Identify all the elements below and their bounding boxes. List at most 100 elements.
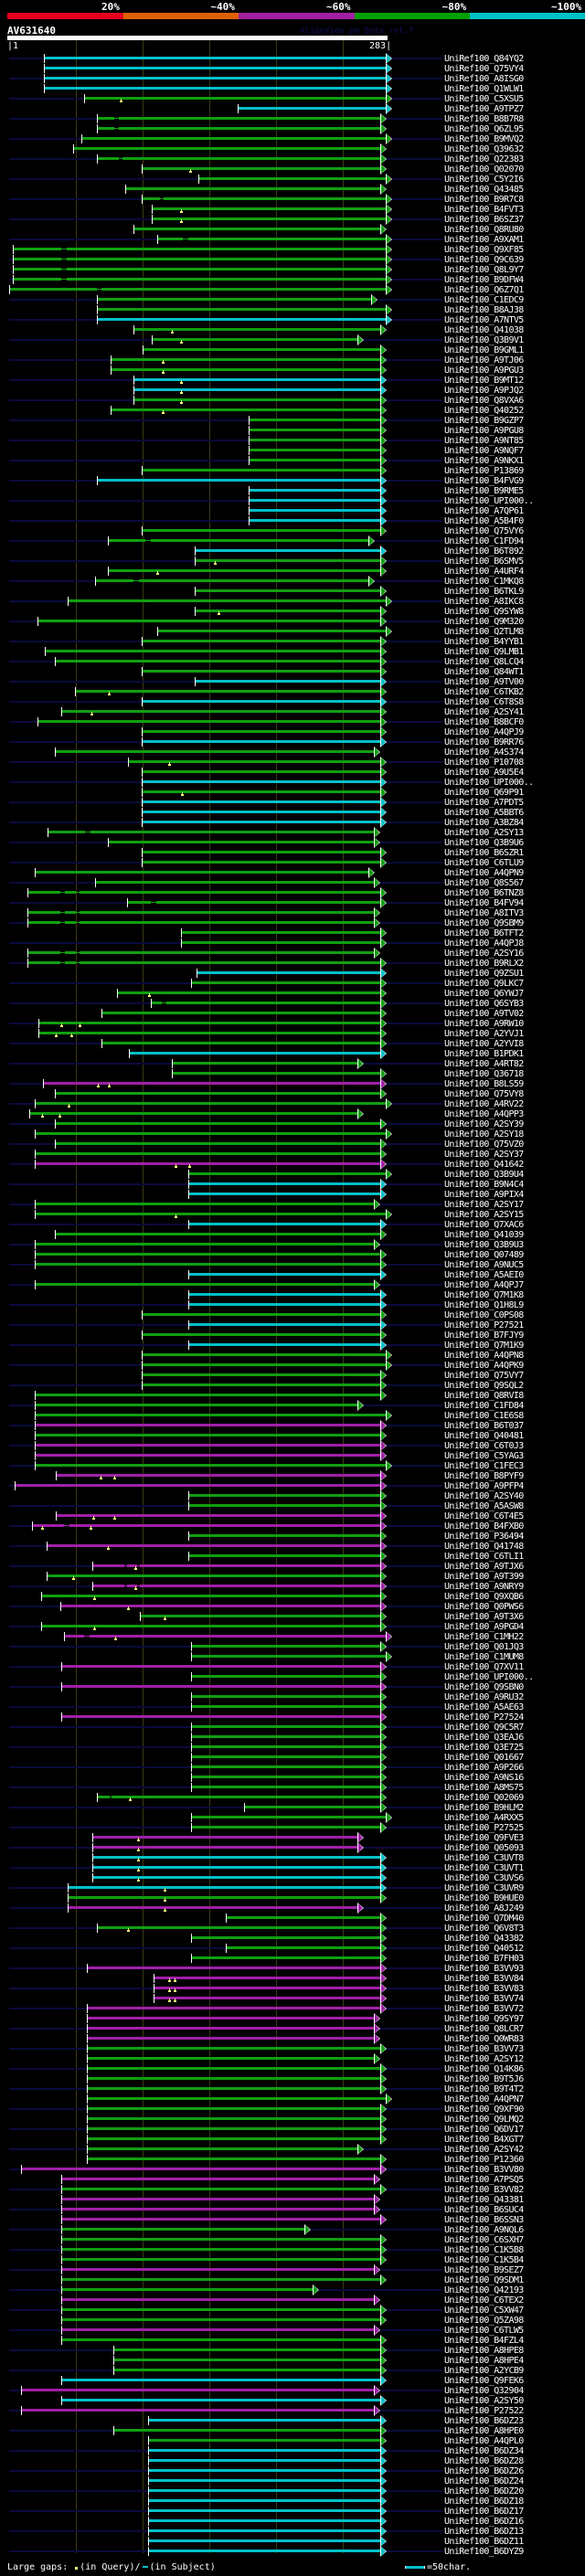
hit-row[interactable]: UniRef100_C6T0J3	[0, 1440, 585, 1451]
hit-row[interactable]: UniRef100_B1PDK1	[0, 1048, 585, 1059]
hit-row[interactable]: UniRef100_A4QPN7	[0, 2094, 585, 2104]
hit-row[interactable]: UniRef100_Q41039	[0, 1229, 585, 1240]
hit-row[interactable]: UniRef100_B6SZR1	[0, 847, 585, 858]
hit-name-link[interactable]: UniRef100_Q3EAJ6	[444, 1733, 524, 1743]
hit-name-link[interactable]: UniRef100_Q9M320	[444, 617, 524, 627]
hit-name-link[interactable]: UniRef100_B9T5J6	[444, 2074, 524, 2084]
hit-row[interactable]: UniRef100_A2SY16	[0, 948, 585, 959]
hit-name-link[interactable]: UniRef100_A9XAM1	[444, 235, 524, 245]
hit-row[interactable]: UniRef100_Q7M1K8	[0, 1289, 585, 1300]
hit-row[interactable]: UniRef100_Q6SYB3	[0, 998, 585, 1009]
hit-name-link[interactable]: UniRef100_UPI000..	[444, 496, 534, 506]
hit-name-link[interactable]: UniRef100_A2SY18	[444, 1129, 524, 1140]
hit-row[interactable]: UniRef100_A9P266	[0, 1762, 585, 1773]
hit-row[interactable]: UniRef100_B9RME5	[0, 485, 585, 496]
hit-name-link[interactable]: UniRef100_A4QPJ7	[444, 1280, 524, 1290]
hit-row[interactable]: UniRef100_C1K5B8	[0, 2244, 585, 2255]
hit-name-link[interactable]: UniRef100_B9RLX2	[444, 959, 524, 969]
hit-name-link[interactable]: UniRef100_A2SY17	[444, 1200, 524, 1210]
hit-name-link[interactable]: UniRef100_B6DZ24	[444, 2476, 524, 2486]
hit-name-link[interactable]: UniRef100_Q41748	[444, 1542, 524, 1552]
hit-row[interactable]: UniRef100_Q02070	[0, 164, 585, 175]
hit-row[interactable]: UniRef100_A2SY42	[0, 2144, 585, 2155]
hit-name-link[interactable]: UniRef100_Q8VXA6	[444, 396, 524, 406]
hit-name-link[interactable]: UniRef100_A2SY37	[444, 1150, 524, 1160]
hit-row[interactable]: UniRef100_A2SY17	[0, 1199, 585, 1210]
hit-name-link[interactable]: UniRef100_Q7XV11	[444, 1662, 524, 1672]
hit-name-link[interactable]: UniRef100_B8PYF9	[444, 1471, 524, 1481]
hit-name-link[interactable]: UniRef100_B6DZ17	[444, 2507, 524, 2517]
hit-row[interactable]: UniRef100_B9N4C4	[0, 1179, 585, 1190]
hit-row[interactable]: UniRef100_C1E6S8	[0, 1410, 585, 1421]
hit-row[interactable]: UniRef100_Q9LMQ2	[0, 2114, 585, 2125]
hit-row[interactable]: UniRef100_Q02069	[0, 1792, 585, 1803]
hit-name-link[interactable]: UniRef100_A4QPN8	[444, 1351, 524, 1361]
hit-row[interactable]: UniRef100_C6TLU9	[0, 857, 585, 868]
hit-row[interactable]: UniRef100_A9PFP4	[0, 1480, 585, 1491]
hit-name-link[interactable]: UniRef100_Q9XQB6	[444, 1592, 524, 1602]
hit-row[interactable]: UniRef100_A8HPE8	[0, 2345, 585, 2356]
hit-row[interactable]: UniRef100_B3VV74	[0, 1993, 585, 2004]
hit-row[interactable]: UniRef100_Q6ZL95	[0, 123, 585, 134]
hit-row[interactable]: UniRef100_B9MVQ2	[0, 133, 585, 144]
hit-name-link[interactable]: UniRef100_B4FXB0	[444, 1521, 524, 1532]
hit-name-link[interactable]: UniRef100_A8HPE8	[444, 2346, 524, 2356]
hit-row[interactable]: UniRef100_B8PYF9	[0, 1470, 585, 1481]
hit-name-link[interactable]: UniRef100_Q3B9V1	[444, 335, 524, 345]
hit-row[interactable]: UniRef100_B4FZL4	[0, 2335, 585, 2346]
hit-row[interactable]: UniRef100_A5AE63	[0, 1701, 585, 1712]
hit-row[interactable]: UniRef100_B6TNZ8	[0, 887, 585, 898]
hit-row[interactable]: UniRef100_A2SY18	[0, 1129, 585, 1140]
hit-name-link[interactable]: UniRef100_Q6YWJ7	[444, 989, 524, 999]
hit-row[interactable]: UniRef100_C6TLW5	[0, 2325, 585, 2336]
hit-row[interactable]: UniRef100_B9GZP7	[0, 415, 585, 426]
hit-name-link[interactable]: UniRef100_A2SY16	[444, 949, 524, 959]
hit-row[interactable]: UniRef100_A8HPE4	[0, 2355, 585, 2366]
hit-name-link[interactable]: UniRef100_B6DZ13	[444, 2527, 524, 2537]
hit-row[interactable]: UniRef100_Q3E725	[0, 1742, 585, 1753]
hit-row[interactable]: UniRef100_B6DZ28	[0, 2455, 585, 2466]
hit-row[interactable]: UniRef100_A9TPZ7	[0, 103, 585, 114]
hit-name-link[interactable]: UniRef100_A4RXX5	[444, 1813, 524, 1823]
hit-row[interactable]: UniRef100_Q7XV11	[0, 1661, 585, 1672]
hit-row[interactable]: UniRef100_Q9FVE3	[0, 1832, 585, 1843]
hit-row[interactable]: UniRef100_Q8LCQ4	[0, 656, 585, 667]
hit-row[interactable]: UniRef100_A3BZ84	[0, 817, 585, 828]
hit-name-link[interactable]: UniRef100_B7FJY9	[444, 1330, 524, 1341]
hit-row[interactable]: UniRef100_B6DZ23	[0, 2415, 585, 2426]
hit-row[interactable]: UniRef100_B9HUE0	[0, 1892, 585, 1903]
hit-name-link[interactable]: UniRef100_B4YYB1	[444, 637, 524, 647]
hit-row[interactable]: UniRef100_B6T037	[0, 1420, 585, 1431]
hit-row[interactable]: UniRef100_B8B7R8	[0, 113, 585, 124]
hit-row[interactable]: UniRef100_B6DZ20	[0, 2486, 585, 2496]
hit-row[interactable]: UniRef100_A4URF4	[0, 566, 585, 577]
hit-row[interactable]: UniRef100_Q5ZA98	[0, 2315, 585, 2326]
hit-row[interactable]: UniRef100_Q32904	[0, 2385, 585, 2396]
hit-name-link[interactable]: UniRef100_A9TV02	[444, 1009, 524, 1019]
hit-name-link[interactable]: UniRef100_B6TNZ8	[444, 888, 524, 898]
hit-row[interactable]: UniRef100_B3VV93	[0, 1963, 585, 1974]
hit-name-link[interactable]: UniRef100_B3VV83	[444, 1984, 524, 1994]
hit-name-link[interactable]: UniRef100_B6DZ34	[444, 2446, 524, 2456]
hit-row[interactable]: UniRef100_B4FV94	[0, 897, 585, 908]
hit-name-link[interactable]: UniRef100_A4QPL0	[444, 2436, 524, 2446]
hit-name-link[interactable]: UniRef100_Q40252	[444, 406, 524, 416]
hit-row[interactable]: UniRef100_Q9XQB6	[0, 1591, 585, 1602]
hit-name-link[interactable]: UniRef100_Q1WLW1	[444, 84, 524, 94]
hit-row[interactable]: UniRef100_B7FH03	[0, 1953, 585, 1964]
hit-name-link[interactable]: UniRef100_B6DZ28	[444, 2456, 524, 2466]
hit-name-link[interactable]: UniRef100_B9HUE0	[444, 1893, 524, 1903]
hit-row[interactable]: UniRef100_A9PGU8	[0, 425, 585, 436]
hit-row[interactable]: UniRef100_Q8RU80	[0, 224, 585, 235]
hit-row[interactable]: UniRef100_Q3B9U4	[0, 1169, 585, 1180]
hit-name-link[interactable]: UniRef100_C1K5B4	[444, 2255, 524, 2265]
hit-name-link[interactable]: UniRef100_Q1H8L9	[444, 1300, 524, 1310]
hit-name-link[interactable]: UniRef100_Q3B9U6	[444, 838, 524, 848]
hit-name-link[interactable]: UniRef100_Q69P91	[444, 788, 524, 798]
hit-row[interactable]: UniRef100_A2SY13	[0, 827, 585, 838]
hit-name-link[interactable]: UniRef100_A2SY41	[444, 707, 524, 717]
hit-row[interactable]: UniRef100_P27525	[0, 1822, 585, 1833]
hit-name-link[interactable]: UniRef100_Q7M1K8	[444, 1290, 524, 1300]
hit-name-link[interactable]: UniRef100_B9MVQ2	[444, 134, 524, 144]
hit-row[interactable]: UniRef100_A9XAM1	[0, 234, 585, 245]
